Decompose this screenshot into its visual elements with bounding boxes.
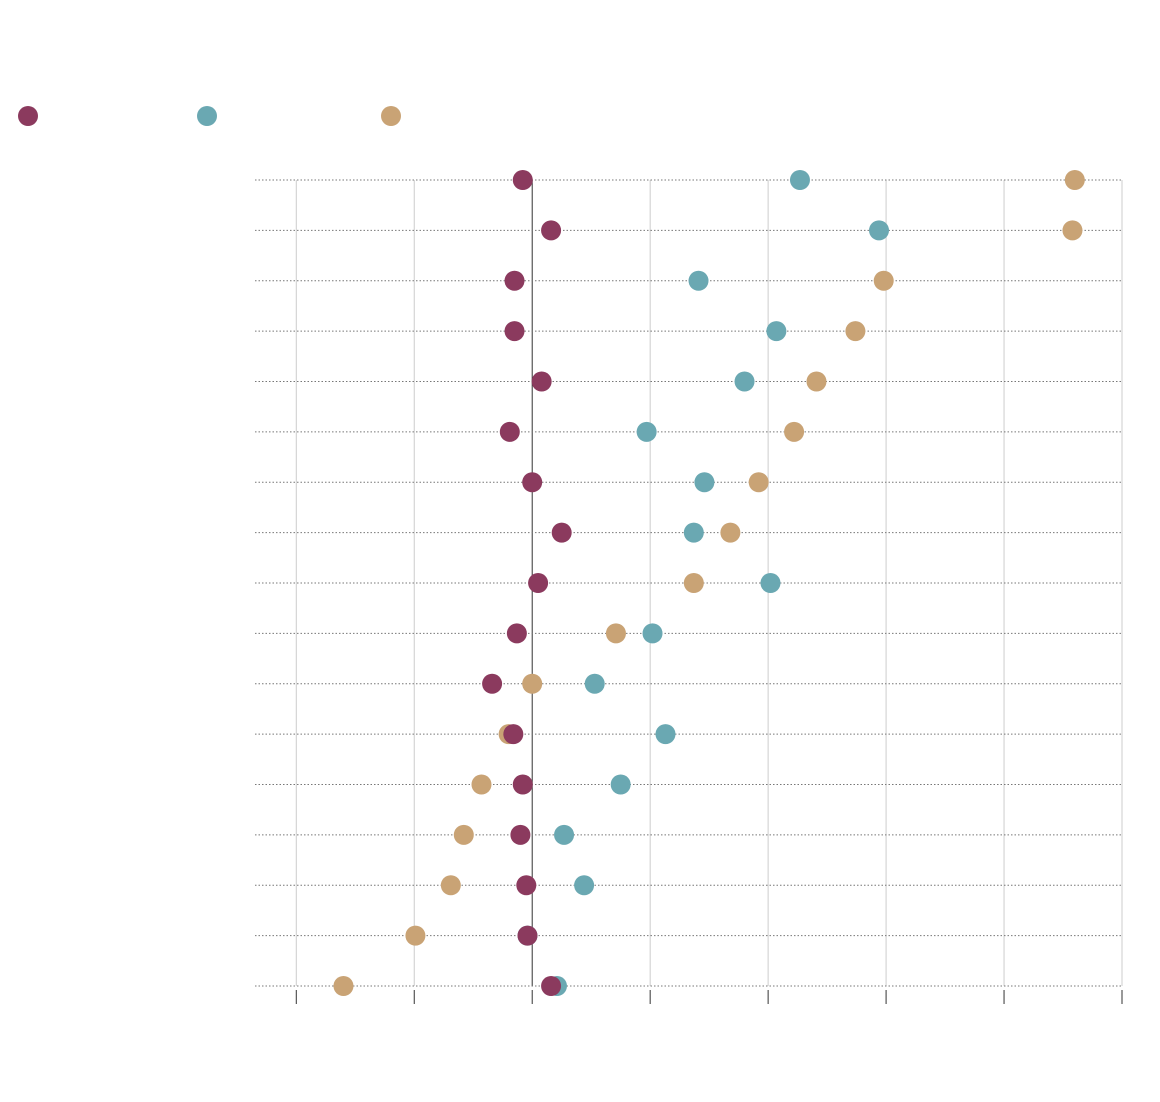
- dot: [784, 421, 805, 442]
- dot: [642, 623, 663, 644]
- dot: [503, 724, 524, 745]
- dot: [517, 925, 538, 946]
- dot: [845, 321, 866, 342]
- dot: [516, 875, 537, 896]
- dot: [522, 472, 543, 493]
- dot: [333, 976, 354, 996]
- dot: [789, 170, 810, 190]
- dot: [499, 421, 520, 442]
- dot: [512, 774, 533, 795]
- dot: [720, 522, 741, 543]
- dot: [610, 774, 631, 795]
- dot: [584, 673, 605, 694]
- dot: [734, 371, 755, 392]
- dot: [655, 724, 676, 745]
- dot: [636, 421, 657, 442]
- dot: [471, 774, 492, 795]
- dot: [512, 170, 533, 190]
- dot: [688, 270, 709, 291]
- dot: [806, 371, 827, 392]
- dot: [683, 522, 704, 543]
- dot: [453, 824, 474, 845]
- dot: [551, 522, 572, 543]
- dot: [482, 673, 503, 694]
- dot: [522, 673, 543, 694]
- dot: [748, 472, 769, 493]
- legend-swatch: [197, 106, 217, 126]
- dot: [605, 623, 626, 644]
- dot: [694, 472, 715, 493]
- dot: [528, 573, 549, 593]
- dot: [1064, 170, 1085, 190]
- dot: [1062, 220, 1083, 241]
- legend-swatch: [18, 106, 38, 126]
- dot: [504, 270, 525, 291]
- legend-swatch: [381, 106, 401, 126]
- dot: [554, 824, 575, 845]
- dot: [873, 270, 894, 291]
- dot: [760, 573, 781, 593]
- dot: [574, 875, 595, 896]
- dot: [510, 824, 531, 845]
- dot: [531, 371, 552, 392]
- dot: [504, 321, 525, 342]
- dot: [405, 925, 426, 946]
- dot: [440, 875, 461, 896]
- dot: [683, 573, 704, 593]
- dot: [506, 623, 527, 644]
- dot: [766, 321, 787, 342]
- dot: [541, 220, 562, 241]
- dot: [541, 976, 562, 996]
- dot: [869, 220, 890, 241]
